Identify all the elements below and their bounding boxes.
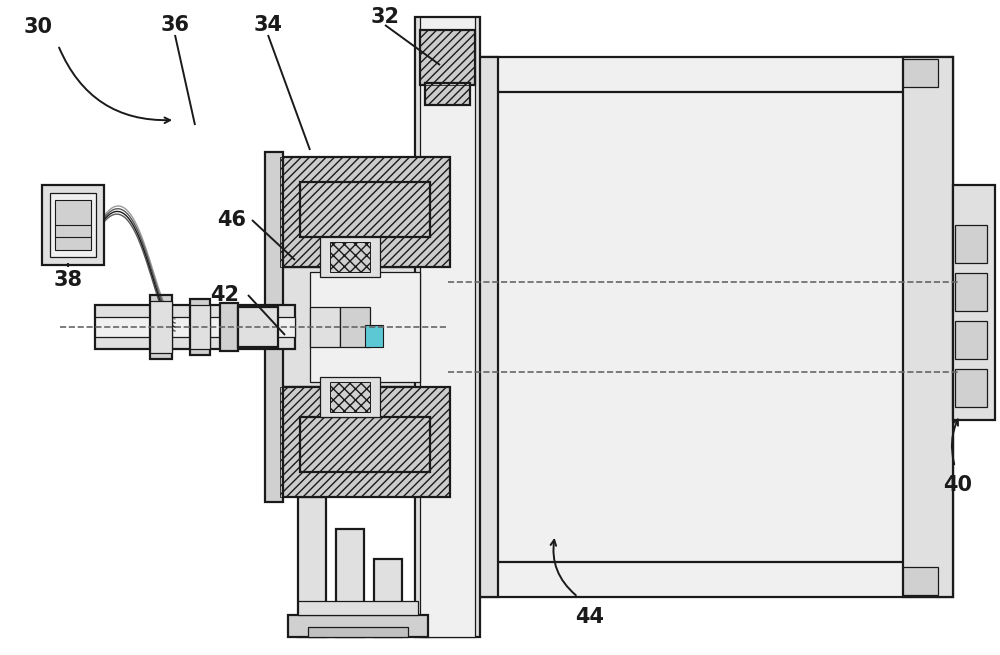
- Text: 30: 30: [24, 17, 52, 37]
- Bar: [903, 57, 953, 597]
- Bar: [953, 185, 995, 420]
- Bar: [95, 317, 295, 337]
- Bar: [298, 601, 418, 615]
- Text: 42: 42: [210, 285, 240, 305]
- Bar: [280, 387, 450, 497]
- Bar: [95, 305, 295, 349]
- Bar: [288, 615, 428, 637]
- Bar: [340, 307, 370, 347]
- Bar: [280, 267, 450, 387]
- Bar: [280, 157, 450, 267]
- Bar: [320, 377, 380, 417]
- Bar: [300, 417, 430, 472]
- Bar: [308, 627, 408, 637]
- Bar: [420, 30, 475, 85]
- Bar: [280, 157, 450, 267]
- Bar: [42, 185, 104, 265]
- Bar: [420, 17, 475, 637]
- Bar: [374, 559, 402, 637]
- Bar: [220, 303, 238, 351]
- Bar: [300, 182, 430, 237]
- Bar: [330, 382, 370, 412]
- Bar: [903, 59, 938, 87]
- Text: 44: 44: [576, 607, 604, 627]
- Bar: [903, 567, 938, 595]
- Text: 36: 36: [160, 15, 190, 35]
- Bar: [50, 193, 96, 257]
- Bar: [955, 225, 987, 263]
- Bar: [320, 237, 380, 277]
- Bar: [300, 182, 430, 237]
- Bar: [310, 307, 340, 347]
- Bar: [330, 242, 370, 272]
- Bar: [955, 321, 987, 359]
- Bar: [425, 83, 470, 105]
- Bar: [265, 152, 283, 502]
- Bar: [300, 417, 430, 472]
- Bar: [310, 272, 420, 382]
- Bar: [448, 57, 953, 597]
- Bar: [415, 17, 480, 637]
- Text: 38: 38: [54, 270, 82, 290]
- Bar: [280, 387, 450, 497]
- Bar: [55, 200, 91, 250]
- Bar: [238, 307, 278, 347]
- Bar: [955, 273, 987, 311]
- Text: 40: 40: [944, 475, 972, 495]
- Bar: [150, 295, 172, 359]
- Bar: [298, 497, 326, 637]
- Text: 46: 46: [218, 210, 246, 230]
- Bar: [336, 529, 364, 637]
- Bar: [190, 305, 210, 349]
- Bar: [150, 301, 172, 353]
- Bar: [448, 57, 498, 597]
- Bar: [365, 325, 383, 347]
- Text: 34: 34: [254, 15, 283, 35]
- Bar: [420, 30, 475, 85]
- Bar: [425, 83, 470, 105]
- Bar: [190, 299, 210, 355]
- Text: 32: 32: [370, 7, 400, 27]
- Bar: [955, 369, 987, 407]
